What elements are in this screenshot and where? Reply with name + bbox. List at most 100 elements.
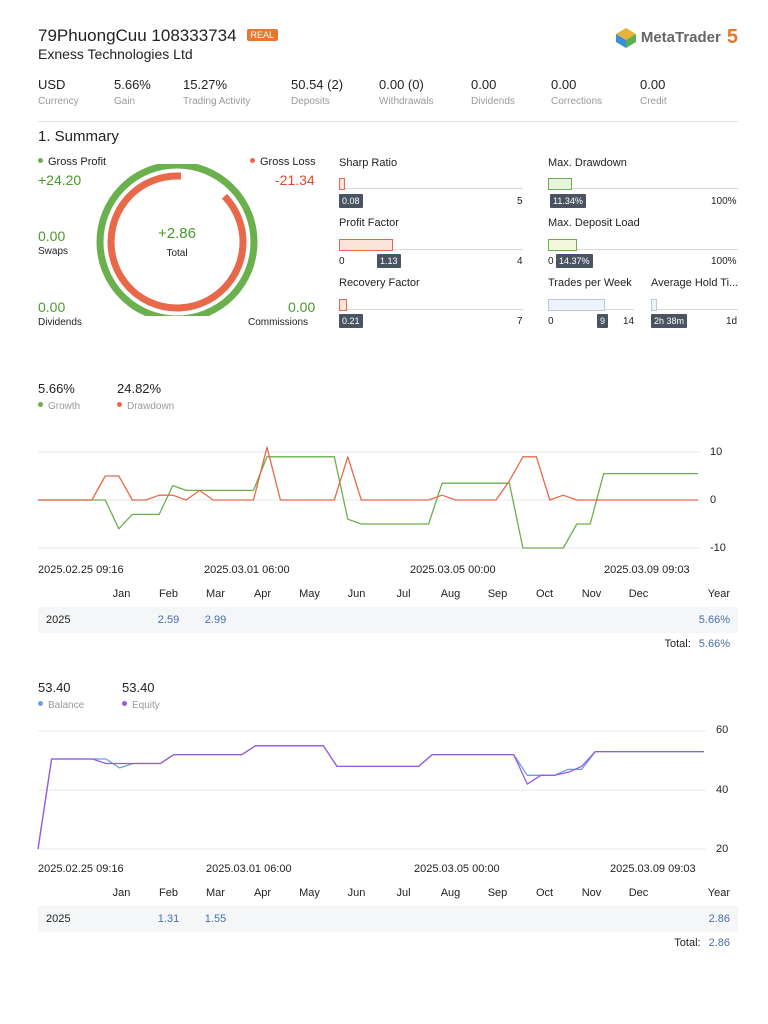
stat-credit: 0.00 Credit [640, 77, 667, 107]
month-header: Sep [487, 887, 508, 899]
month-header: Oct [535, 887, 554, 899]
balance-ytick: 20 [716, 843, 729, 855]
avg-hold-time-fill [651, 299, 657, 311]
profit-factor-min: 0 [339, 256, 345, 267]
month-header: Apr [253, 887, 272, 899]
purple-dot-icon [122, 701, 127, 706]
sharp-ratio-value: 0.08 [339, 194, 363, 208]
gross-profit-value: +24.20 [38, 172, 82, 188]
month-header: Feb [159, 887, 178, 899]
growth-ytick: 10 [710, 446, 723, 458]
month-header: Jul [396, 887, 411, 899]
balance-ytick: 60 [716, 724, 729, 736]
balance-xtick: 2025.03.01 06:00 [206, 863, 292, 875]
growth-series-line [38, 456, 698, 549]
stat-trading-activity: 15.27% Trading Activity [183, 77, 251, 107]
dividends-label: Dividends [38, 317, 82, 328]
growth-ytick: -10 [710, 542, 726, 554]
sharp-ratio-fill [339, 178, 345, 190]
month-header: Dec [628, 887, 649, 899]
stat-gain: 5.66% Gain [114, 77, 151, 107]
max-drawdown-track [548, 188, 738, 189]
total-label: Total [166, 248, 188, 259]
growth-xtick: 2025.02.25 09:16 [38, 564, 124, 576]
drawdown-legend: 24.82% Drawdown [117, 381, 175, 412]
drawdown-series-line [38, 446, 698, 501]
month-header: Jul [396, 588, 411, 600]
sharp-ratio-track [339, 188, 523, 189]
balance-xtick: 2025.02.25 09:16 [38, 863, 124, 875]
stat-withdrawals: 0.00 (0) Withdrawals [379, 77, 434, 107]
balance-xtick: 2025.03.09 09:03 [610, 863, 696, 875]
max-drawdown-value: 11.34% [550, 194, 586, 208]
green-dot-icon [38, 158, 43, 163]
growth-xtick: 2025.03.01 06:00 [204, 564, 290, 576]
equity-series-line [37, 745, 704, 850]
section-divider [38, 121, 738, 122]
sharp-ratio-title: Sharp Ratio [339, 157, 398, 169]
dividends-value: 0.00 [38, 299, 66, 315]
month-header: Jun [347, 588, 366, 600]
max-drawdown-title: Max. Drawdown [548, 157, 627, 169]
month-header: May [299, 588, 320, 600]
row-year: 2025 [38, 607, 98, 633]
trades-per-week-value: 9 [597, 314, 609, 328]
equity-legend: 53.40 Equity [122, 680, 160, 711]
swaps-value: 0.00 [38, 228, 66, 244]
growth-months-table: Jan Feb Mar Apr May Jun Jul Aug Sep Oct Nov Dec Yea… [38, 581, 738, 633]
year-header: Year [707, 588, 730, 600]
avg-hold-time-max: 1d [726, 316, 738, 327]
real-badge: REAL [246, 29, 279, 41]
balance-xtick: 2025.03.05 00:00 [414, 863, 500, 875]
account-name: 79PhuongCuu 108333734 [38, 26, 237, 45]
metatrader-logo-icon [615, 27, 636, 48]
year-header: Year [707, 887, 730, 899]
max-deposit-load-title: Max. Deposit Load [548, 217, 640, 229]
recovery-factor-value: 0.21 [339, 314, 363, 328]
profit-factor-title: Profit Factor [339, 217, 399, 229]
month-header: May [299, 887, 320, 899]
growth-legend: 5.66% Growth [38, 381, 81, 412]
avg-hold-time-value: 2h 38m [651, 314, 688, 328]
gross-loss-legend: Gross Loss [250, 156, 316, 168]
broker-name: Exness Technologies Ltd [38, 46, 193, 62]
max-deposit-load-value: 14.37% [556, 254, 593, 268]
stat-deposits: 50.54 (2) Deposits [291, 77, 344, 107]
logo-text: MetaTrader [640, 29, 721, 46]
recovery-factor-max: 7 [517, 316, 523, 327]
month-header: Jan [112, 588, 131, 600]
gross-profit-legend: Gross Profit [38, 156, 106, 168]
commissions-value: 0.00 [288, 299, 316, 315]
row-total: 5.66% [662, 607, 738, 633]
gross-profit-ring [96, 164, 258, 316]
month-header: Mar [206, 588, 225, 600]
trades-per-week-title: Trades per Week [548, 277, 632, 289]
balance-legend: 53.40 Balance [38, 680, 85, 711]
growth-ytick: 0 [710, 494, 717, 506]
max-deposit-load-max: 100% [711, 256, 737, 267]
max-deposit-load-fill [548, 239, 578, 251]
stat-dividends: 0.00 Dividends [471, 77, 515, 107]
red-dot-icon [117, 402, 122, 407]
blue-dot-icon [38, 701, 43, 706]
recovery-factor-fill [339, 299, 347, 311]
balance-months-table: Jan Feb Mar Apr May Jun Jul Aug Sep Oct Nov Dec Yea… [38, 880, 738, 932]
month-header: Aug [440, 588, 461, 600]
month-header: Oct [535, 588, 554, 600]
growth-total: Total: 5.66% [664, 638, 731, 650]
profit-loss-donut [96, 164, 258, 316]
row-total: 2.86 [662, 906, 738, 932]
stat-currency: USD Currency [38, 77, 79, 107]
month-header: Apr [253, 588, 272, 600]
month-header: Nov [581, 588, 602, 600]
trades-per-week-max: 14 [623, 316, 635, 327]
swaps-label: Swaps [38, 246, 69, 257]
month-header: Nov [581, 887, 602, 899]
sharp-ratio-max: 5 [517, 196, 523, 207]
month-header: Jan [112, 887, 131, 899]
recovery-factor-title: Recovery Factor [339, 277, 420, 289]
table-row: 2025 1.31 1.55 2.86 [38, 906, 738, 932]
max-deposit-load-track [548, 249, 738, 250]
stat-corrections: 0.00 Corrections [551, 77, 603, 107]
profit-factor-track [339, 249, 523, 250]
